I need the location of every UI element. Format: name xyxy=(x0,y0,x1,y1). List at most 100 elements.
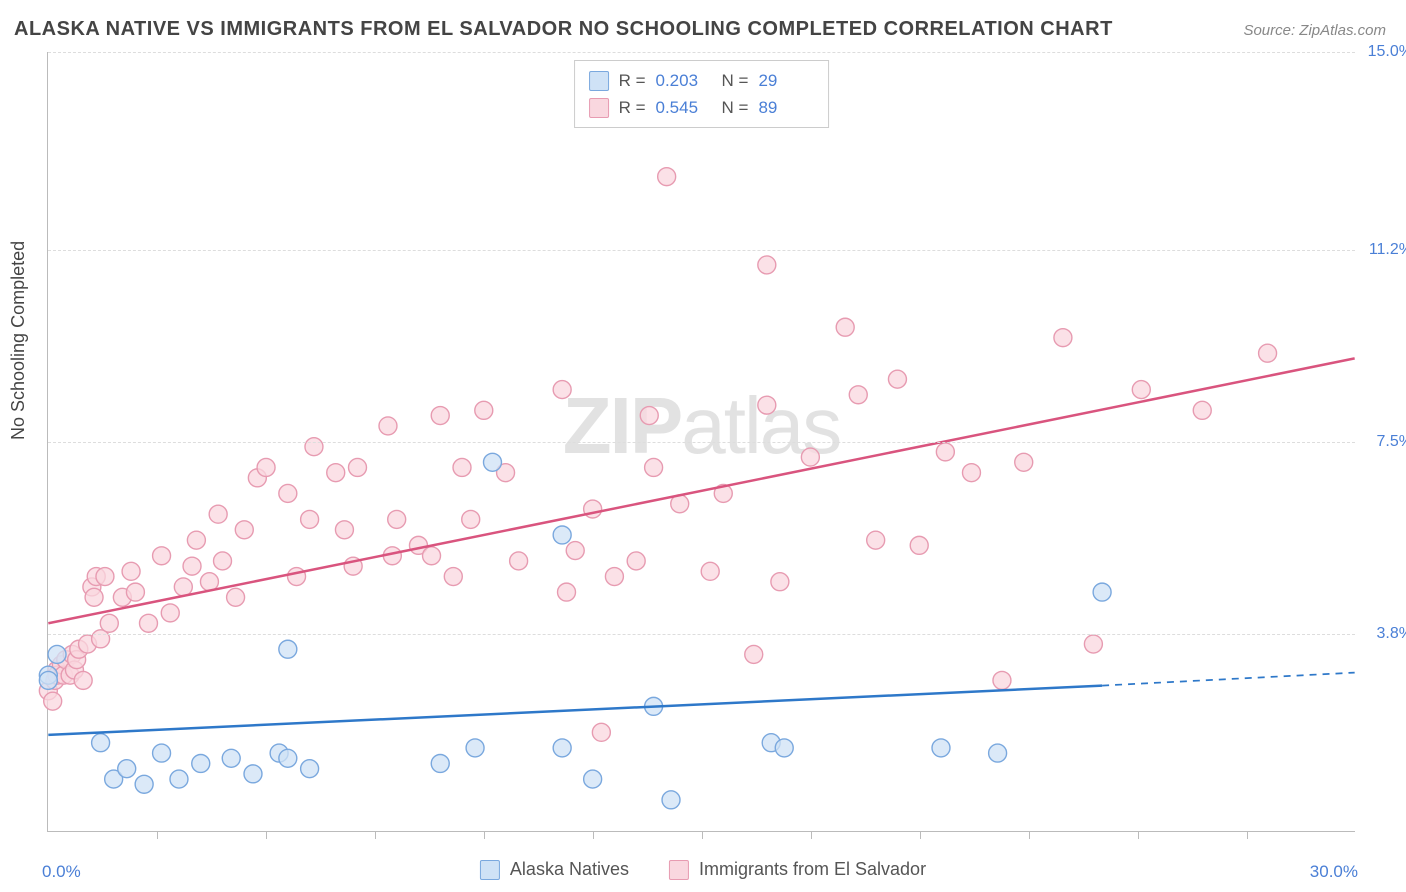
data-point xyxy=(301,510,319,528)
data-point xyxy=(989,744,1007,762)
gridline xyxy=(48,250,1355,251)
data-point xyxy=(235,521,253,539)
data-point xyxy=(288,568,306,586)
data-point xyxy=(483,453,501,471)
data-point xyxy=(640,407,658,425)
trend-line-extrapolated xyxy=(1102,673,1355,686)
correlation-chart: ALASKA NATIVE VS IMMIGRANTS FROM EL SALV… xyxy=(0,0,1406,892)
x-tick xyxy=(157,831,158,839)
data-point xyxy=(388,510,406,528)
data-point xyxy=(100,614,118,632)
swatch-bottom-2 xyxy=(669,860,689,880)
data-point xyxy=(279,749,297,767)
data-point xyxy=(209,505,227,523)
data-point xyxy=(153,744,171,762)
n-value-1: 29 xyxy=(758,67,814,94)
data-point xyxy=(135,775,153,793)
data-point xyxy=(214,552,232,570)
data-point xyxy=(379,417,397,435)
x-tick xyxy=(593,831,594,839)
data-point xyxy=(605,568,623,586)
r-label-1: R = xyxy=(619,67,646,94)
data-point xyxy=(153,547,171,565)
x-tick xyxy=(266,831,267,839)
x-tick xyxy=(811,831,812,839)
data-point xyxy=(645,458,663,476)
legend-series: Alaska Natives Immigrants from El Salvad… xyxy=(480,859,926,880)
data-point xyxy=(327,464,345,482)
data-point xyxy=(257,458,275,476)
data-point xyxy=(192,754,210,772)
data-point xyxy=(85,588,103,606)
data-point xyxy=(335,521,353,539)
data-point xyxy=(466,739,484,757)
swatch-series-1 xyxy=(589,71,609,91)
x-max-label: 30.0% xyxy=(1310,862,1358,882)
data-point xyxy=(745,645,763,663)
data-point xyxy=(279,640,297,658)
data-point xyxy=(553,526,571,544)
data-point xyxy=(936,443,954,461)
x-tick xyxy=(375,831,376,839)
y-axis-label: No Schooling Completed xyxy=(8,241,29,440)
x-tick xyxy=(1247,831,1248,839)
plot-area: ZIPatlas R = 0.203 N = 29 R = 0.545 N = … xyxy=(47,52,1355,832)
data-point xyxy=(305,438,323,456)
data-point xyxy=(187,531,205,549)
r-value-1: 0.203 xyxy=(656,67,712,94)
n-label-1: N = xyxy=(722,67,749,94)
data-point xyxy=(222,749,240,767)
data-point xyxy=(658,168,676,186)
data-point xyxy=(140,614,158,632)
swatch-bottom-1 xyxy=(480,860,500,880)
data-point xyxy=(888,370,906,388)
data-point xyxy=(279,484,297,502)
trend-line xyxy=(48,686,1102,735)
data-point xyxy=(122,562,140,580)
data-point xyxy=(1054,329,1072,347)
data-point xyxy=(96,568,114,586)
swatch-series-2 xyxy=(589,98,609,118)
data-point xyxy=(801,448,819,466)
data-point xyxy=(566,542,584,560)
y-tick-label: 11.2% xyxy=(1369,241,1406,259)
data-point xyxy=(244,765,262,783)
r-label-2: R = xyxy=(619,94,646,121)
legend-stats-row-1: R = 0.203 N = 29 xyxy=(589,67,815,94)
data-point xyxy=(444,568,462,586)
x-tick xyxy=(702,831,703,839)
x-tick xyxy=(920,831,921,839)
data-point xyxy=(771,573,789,591)
data-point xyxy=(39,671,57,689)
data-point xyxy=(553,381,571,399)
legend-label-2: Immigrants from El Salvador xyxy=(699,859,926,880)
gridline xyxy=(48,52,1355,53)
data-point xyxy=(126,583,144,601)
data-point xyxy=(170,770,188,788)
data-point xyxy=(932,739,950,757)
data-point xyxy=(462,510,480,528)
x-tick xyxy=(484,831,485,839)
data-point xyxy=(592,723,610,741)
data-point xyxy=(1259,344,1277,362)
data-point xyxy=(510,552,528,570)
legend-stats-row-2: R = 0.545 N = 89 xyxy=(589,94,815,121)
data-point xyxy=(701,562,719,580)
data-point xyxy=(1015,453,1033,471)
x-min-label: 0.0% xyxy=(42,862,81,882)
r-value-2: 0.545 xyxy=(656,94,712,121)
data-point xyxy=(349,458,367,476)
data-point xyxy=(1084,635,1102,653)
data-point xyxy=(993,671,1011,689)
gridline xyxy=(48,442,1355,443)
data-point xyxy=(1093,583,1111,601)
data-point xyxy=(423,547,441,565)
n-label-2: N = xyxy=(722,94,749,121)
y-tick-label: 3.8% xyxy=(1377,625,1406,643)
data-point xyxy=(553,739,571,757)
data-point xyxy=(301,760,319,778)
data-point xyxy=(627,552,645,570)
data-point xyxy=(910,536,928,554)
n-value-2: 89 xyxy=(758,94,814,121)
data-point xyxy=(758,256,776,274)
